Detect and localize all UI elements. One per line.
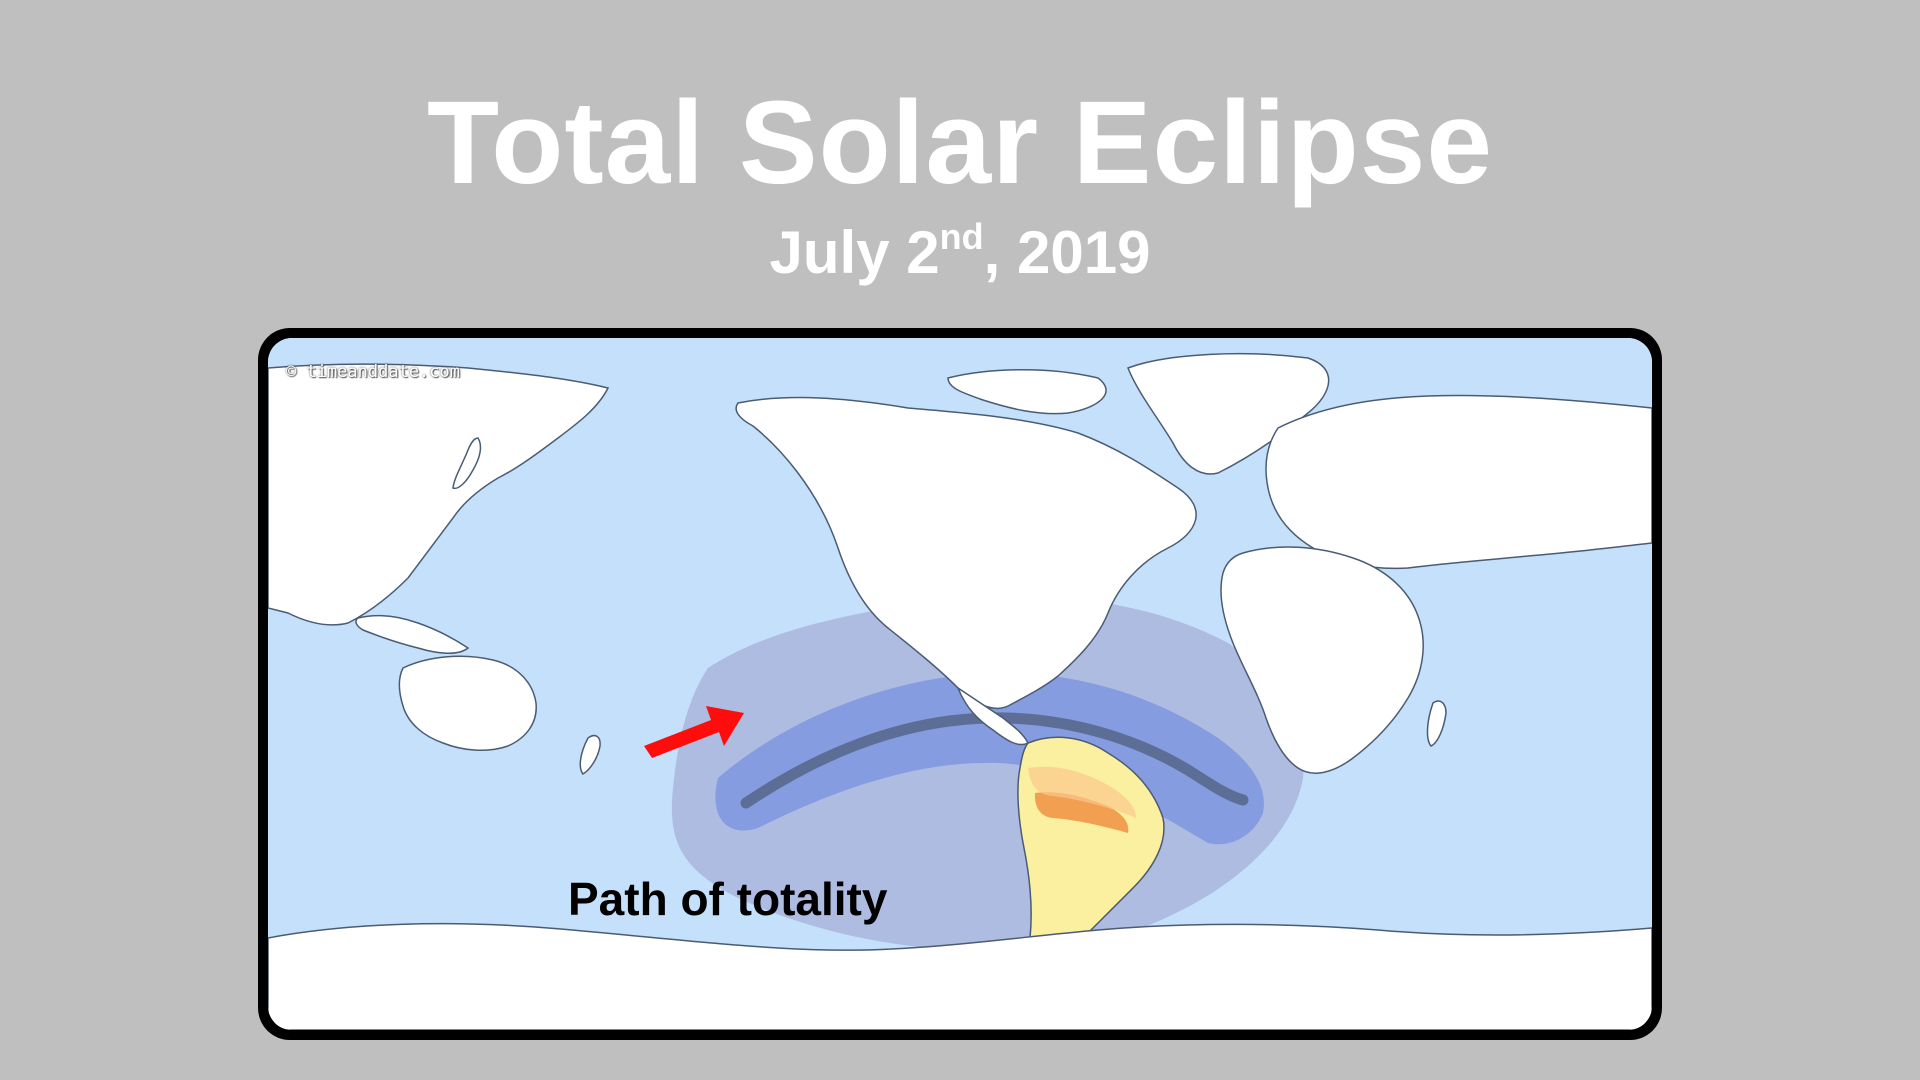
subtitle-date: July 2 xyxy=(769,219,940,286)
subtitle-ordinal-suffix: nd xyxy=(939,216,984,257)
world-map-svg xyxy=(268,338,1652,1030)
north-america xyxy=(735,396,1197,709)
australia xyxy=(398,655,537,752)
slide-title: Total Solar Eclipse xyxy=(426,77,1494,209)
new-zealand xyxy=(579,734,601,775)
slide-subtitle: July 2nd, 2019 xyxy=(0,218,1920,288)
madagascar xyxy=(1426,700,1447,747)
map-frame: © timeanddate.com Path of totality xyxy=(258,328,1662,1040)
totality-arrow xyxy=(644,706,744,758)
eurasia xyxy=(1265,394,1652,570)
asia-west-portion xyxy=(268,363,610,626)
eclipse-map: © timeanddate.com Path of totality xyxy=(268,338,1652,1030)
subtitle-year: , 2019 xyxy=(983,219,1151,286)
totality-land-band xyxy=(1034,792,1129,833)
totality-path xyxy=(740,712,1249,809)
africa xyxy=(1220,546,1424,774)
antarctica xyxy=(268,922,1652,1030)
totality-label: Path of totality xyxy=(568,873,888,925)
eclipse-land-shading xyxy=(1028,766,1136,818)
japan xyxy=(452,437,482,490)
partial-eclipse-zone-inner xyxy=(715,672,1264,845)
map-watermark: © timeanddate.com xyxy=(286,362,460,382)
arctic-islands xyxy=(947,368,1107,415)
maritime-southeast-asia xyxy=(355,614,470,654)
